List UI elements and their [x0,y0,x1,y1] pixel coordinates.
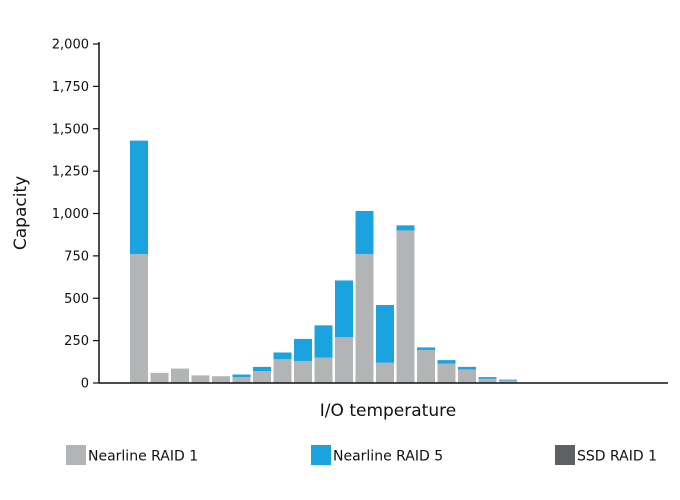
bar-nearline-raid-5 [437,360,456,364]
bar-nearline-raid-5 [478,377,497,379]
bar-nearline-raid-1 [273,359,292,383]
bar-nearline-raid-5 [273,352,292,360]
y-tick-label: 750 [64,249,89,264]
bar-nearline-raid-1 [437,363,456,383]
bar-nearline-raid-5 [458,366,476,370]
legend-label: Nearline RAID 5 [333,449,443,465]
bar-nearline-raid-5 [294,338,312,361]
bar-nearline-raid-5 [335,280,353,338]
y-tick-label: 0 [81,377,89,392]
bar-nearline-raid-5 [396,225,415,231]
y-tick-label: 1,750 [52,80,89,95]
bar-nearline-raid-5 [417,347,435,350]
bar-nearline-raid-1 [355,254,374,383]
bar-nearline-raid-1 [458,369,476,383]
legend-swatch [555,445,575,465]
bar-nearline-raid-1 [499,380,517,383]
legend-swatch [66,445,86,465]
legend: Nearline RAID 1 Nearline RAID 5 SSD RAID 1 [66,445,657,465]
bar-nearline-raid-5 [499,379,517,381]
y-tick-label: 250 [64,334,89,349]
bar-nearline-raid-1 [191,375,210,383]
bar-nearline-raid-1 [130,254,148,383]
y-tick-label: 2,000 [52,38,89,53]
y-tick-label: 500 [64,292,89,307]
y-tick-label: 1,500 [52,122,89,137]
bar-nearline-raid-1 [212,376,230,383]
legend-label: SSD RAID 1 [577,449,657,465]
bar-nearline-raid-1 [294,360,312,383]
legend-label: Nearline RAID 1 [88,449,198,465]
x-axis-title: I/O temperature [320,401,456,421]
bar-nearline-raid-5 [376,305,394,363]
bar-nearline-raid-5 [253,366,271,372]
bar-nearline-raid-5 [314,325,333,358]
bar-nearline-raid-5 [232,374,251,378]
bar-nearline-raid-1 [314,357,333,383]
bar-nearline-raid-1 [417,349,435,383]
y-tick-label: 1,000 [52,207,89,222]
legend-swatch [311,445,331,465]
y-tick-label: 1,250 [52,165,89,180]
bar-nearline-raid-1 [478,378,497,383]
bar-nearline-raid-5 [355,210,374,255]
bar-nearline-raid-1 [171,368,189,383]
bar-nearline-raid-1 [150,372,169,383]
bar-nearline-raid-1 [396,230,415,383]
bar-nearline-raid-1 [232,377,251,383]
bar-nearline-raid-1 [376,362,394,383]
plot-area: 0 250 500 750 1,000 1,250 1,500 1,750 2,000 [52,38,668,392]
bar-nearline-raid-1 [253,371,271,383]
bar-nearline-raid-5 [130,140,148,255]
bar-nearline-raid-1 [335,337,353,383]
y-axis-title: Capacity [11,176,31,250]
